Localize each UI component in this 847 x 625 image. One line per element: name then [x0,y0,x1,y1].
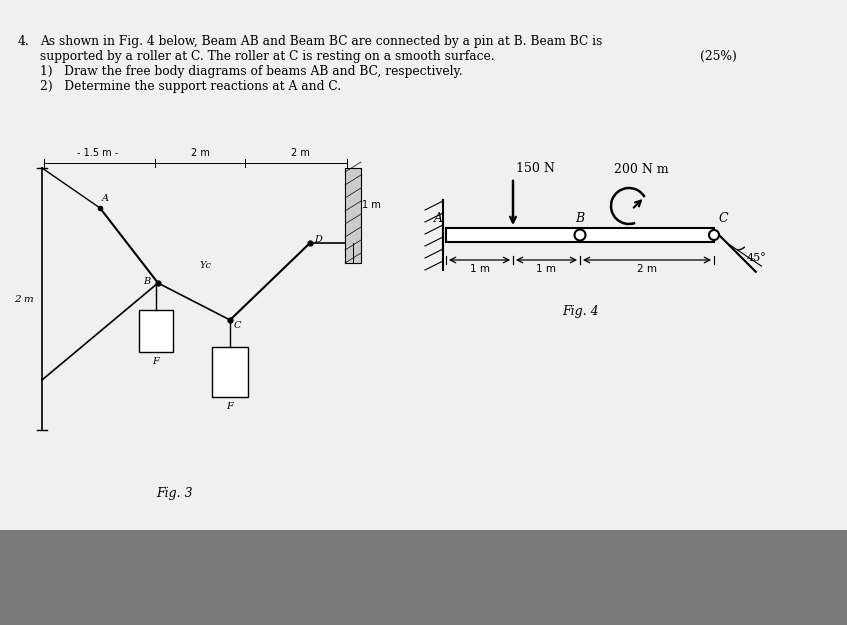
Bar [446,228,714,242]
Text: A: A [102,194,109,203]
Text: 2 m: 2 m [191,148,209,158]
Text: - 1.5 m -: - 1.5 m - [77,148,119,158]
Bar [0,0,847,530]
Text: 1 m: 1 m [469,264,490,274]
Text: 45°: 45° [747,253,767,263]
Text: 2)   Determine the support reactions at A and C.: 2) Determine the support reactions at A … [40,80,341,93]
Bar [139,310,173,352]
Text: Fig. 3: Fig. 3 [157,487,193,500]
Text: 4.: 4. [18,35,30,48]
Text: C: C [719,212,728,225]
Text: F: F [227,402,234,411]
Text: (25%): (25%) [700,50,737,63]
Text: D: D [314,234,322,244]
Text: C: C [234,321,241,331]
Text: As shown in Fig. 4 below, Beam AB and Beam BC are connected by a pin at B. Beam : As shown in Fig. 4 below, Beam AB and Be… [40,35,602,48]
Text: B: B [575,212,584,225]
Circle shape [574,229,585,241]
Text: 1 m: 1 m [536,264,556,274]
Circle shape [709,230,719,240]
Text: supported by a roller at C. The roller at C is resting on a smooth surface.: supported by a roller at C. The roller a… [40,50,495,63]
Text: Yc: Yc [200,261,212,269]
Text: 1)   Draw the free body diagrams of beams AB and BC, respectively.: 1) Draw the free body diagrams of beams … [40,65,462,78]
Text: 150 N: 150 N [516,162,555,175]
Text: F: F [152,357,159,366]
Text: 200 N m: 200 N m [614,163,668,176]
Bar [212,347,248,397]
Text: 2 m: 2 m [14,294,34,304]
Text: 1 m: 1 m [362,200,381,210]
Bar [345,168,361,263]
Text: 2 m: 2 m [291,148,309,158]
Text: B: B [143,276,150,286]
Text: Fig. 4: Fig. 4 [562,305,598,318]
Text: 2 m: 2 m [637,264,657,274]
Text: A: A [434,212,443,225]
